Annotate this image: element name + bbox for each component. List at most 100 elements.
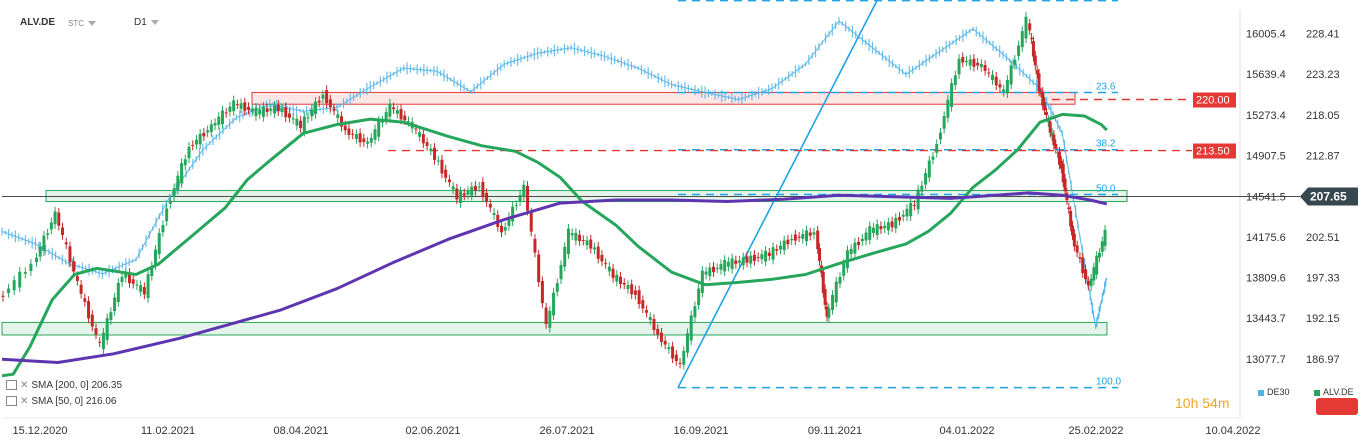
candle-body [790, 239, 794, 241]
settings-icon[interactable] [6, 396, 17, 407]
candle-body [161, 225, 165, 233]
candle-body [514, 205, 518, 207]
candle-body [1081, 257, 1085, 274]
candle-body [912, 204, 916, 206]
candle-body [825, 306, 829, 317]
candle-body [600, 254, 604, 262]
candle-body [273, 105, 277, 114]
timeframe-selector[interactable]: D1 [134, 17, 159, 28]
candle-body [953, 75, 957, 86]
legend-de30[interactable]: DE30 [1258, 387, 1290, 397]
candle-body [522, 184, 526, 197]
x-axis-tick: 11.02.2021 [141, 425, 195, 437]
right-axis-tick: 228.41 [1306, 29, 1340, 41]
candle-body [976, 62, 980, 66]
candle-body [470, 186, 474, 196]
candle-body [79, 284, 83, 294]
candle-body [168, 200, 172, 204]
candle-body [611, 268, 615, 278]
candle-body [708, 267, 712, 277]
candle-body [336, 114, 340, 118]
candle-body [697, 288, 701, 306]
candle-body [499, 225, 503, 233]
candle-body [299, 120, 303, 129]
candle-body [1063, 178, 1067, 192]
candle-body [678, 362, 682, 364]
candle-body [317, 100, 321, 103]
candle-body [793, 234, 797, 241]
candle-body [607, 266, 611, 272]
candle-body [440, 159, 444, 174]
candle-body [492, 212, 496, 215]
candle-body [723, 260, 727, 272]
candle-body [786, 239, 790, 245]
candle-body [901, 214, 905, 217]
indicator-sma50[interactable]: ✕ SMA [50, 0] 216.06 [6, 396, 116, 407]
instrument-type-selector[interactable]: STC [68, 19, 96, 28]
candle-body [406, 121, 410, 123]
settings-icon[interactable] [6, 380, 17, 391]
candle-body [935, 144, 939, 153]
candle-body [1054, 143, 1058, 149]
candle-body [868, 226, 872, 240]
candle-body [994, 76, 998, 86]
candle-body [927, 160, 931, 178]
candle-body [53, 211, 57, 225]
candle-body [526, 185, 530, 211]
candle-body [950, 83, 954, 107]
sell-button[interactable] [1316, 398, 1358, 415]
candle-body [1028, 23, 1032, 31]
candle-body [972, 58, 976, 67]
candle-body [29, 263, 33, 272]
candle-body [920, 185, 924, 192]
candle-body [113, 297, 117, 312]
candle-body [302, 116, 306, 132]
candle-body [931, 156, 935, 160]
candle-body [578, 234, 582, 242]
timeframe-label: D1 [134, 17, 147, 28]
candle-body [853, 242, 857, 254]
left-axis-tick: 15639.4 [1246, 69, 1286, 81]
candle-body [831, 294, 835, 310]
candle-body [295, 118, 299, 126]
candle-body [518, 194, 522, 202]
candle-body [563, 246, 567, 267]
x-axis-tick: 26.07.2021 [539, 425, 594, 437]
candle-body [83, 298, 87, 302]
candle-body [224, 112, 228, 114]
candle-body [1072, 233, 1076, 247]
candle-body [957, 58, 961, 75]
candle-body [280, 108, 284, 113]
candle-body [1061, 163, 1065, 183]
close-icon[interactable]: ✕ [20, 396, 29, 407]
candle-body [637, 290, 641, 305]
candle-body [548, 310, 552, 328]
candle-body [57, 212, 61, 226]
candle-body [566, 228, 570, 255]
candle-body [667, 347, 671, 350]
candle-body [235, 104, 239, 106]
legend-alv[interactable]: ALV.DE [1314, 387, 1354, 397]
current-price-badge [1300, 187, 1358, 206]
symbol-label[interactable]: ALV.DE [20, 17, 56, 28]
indicator-sma200[interactable]: ✕ SMA [200, 0] 206.35 [6, 380, 122, 391]
candle-body [827, 308, 831, 318]
candle-body [183, 159, 187, 166]
x-axis-tick: 15.12.2020 [12, 425, 67, 437]
candle-body [849, 248, 853, 255]
candle-body [615, 274, 619, 282]
candle-body [946, 99, 950, 118]
candle-body [540, 281, 544, 304]
candle-body [7, 288, 11, 293]
candle-body [269, 108, 273, 111]
close-icon[interactable]: ✕ [20, 380, 29, 391]
candle-body [462, 193, 466, 196]
candle-body [875, 224, 879, 236]
candle-body [782, 240, 786, 251]
candle-body [228, 106, 232, 112]
candle-body [287, 113, 291, 118]
fib-trendline [677, 0, 878, 388]
left-axis-tick: 14175.6 [1246, 232, 1286, 244]
left-axis-tick: 16005.4 [1246, 29, 1286, 41]
